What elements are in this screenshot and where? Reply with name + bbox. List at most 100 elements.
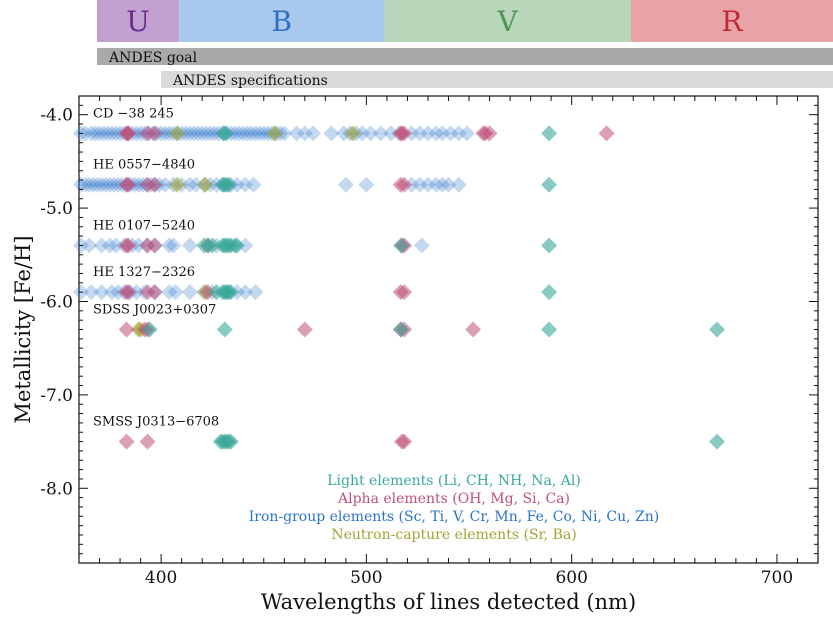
band-label-b: B [271,5,292,38]
alpha-point [120,284,137,301]
light-point [222,433,239,450]
band-label-v: V [496,5,518,38]
iron-point [83,125,100,142]
star-label: HE 1327−2326 [93,265,195,280]
iron-point [130,176,147,193]
iron-point [383,125,400,142]
iron-point [93,284,110,301]
light-point [217,125,234,142]
iron-point [107,125,124,142]
y-tick-label: -4.0 [40,106,73,126]
iron-point [110,284,127,301]
iron-point [95,125,112,142]
iron-point [93,237,110,254]
band-b [179,0,385,42]
iron-point [93,176,110,193]
star-label: CD −38 245 [93,106,174,121]
y-tick-label: -8.0 [40,479,73,499]
iron-point [77,176,94,193]
alpha-point [392,176,409,193]
iron-point [105,176,122,193]
iron-point [354,125,371,142]
iron-point [442,125,459,142]
alpha-point [118,433,135,450]
alpha-point [199,284,216,301]
light-point [229,237,246,254]
ncap-point [197,176,214,193]
light-point [220,176,237,193]
star-label: HE 0107−5240 [93,218,195,233]
alpha-point [146,284,163,301]
iron-point [198,125,215,142]
iron-point [99,125,116,142]
iron-point [188,176,205,193]
iron-point [428,176,445,193]
iron-point [103,284,120,301]
iron-point [110,176,127,193]
y-axis-title: Metallicity [Fe/H] [11,235,35,423]
alpha-point [392,125,409,142]
iron-point [305,125,322,142]
iron-point [177,125,194,142]
iron-point [245,176,262,193]
iron-point [296,125,313,142]
band-u [97,0,180,42]
iron-point [413,237,430,254]
iron-point [101,176,118,193]
alpha-point [146,237,163,254]
iron-point [181,237,198,254]
alpha-point [392,284,409,301]
iron-point [181,125,198,142]
ncap-point [169,176,186,193]
legend-entry: Light elements (Li, CH, NH, Na, Al) [327,473,581,489]
iron-point [87,125,104,142]
iron-point [372,125,389,142]
iron-point [235,125,252,142]
ncap-point [169,125,186,142]
light-point [541,176,558,193]
coverage-bar-0 [97,48,833,65]
iron-point [251,125,268,142]
x-tick-label: 600 [555,568,587,588]
light-point [216,321,233,338]
iron-point [227,125,244,142]
iron-point [450,125,467,142]
iron-point [247,125,264,142]
iron-point [434,125,451,142]
iron-point [107,237,124,254]
light-point [541,284,558,301]
iron-point [89,176,106,193]
iron-point [194,125,211,142]
iron-point [103,125,120,142]
iron-point [85,176,102,193]
iron-point [97,176,114,193]
iron-point [255,125,272,142]
data-points [73,125,726,450]
iron-point [337,176,354,193]
iron-point [237,176,254,193]
iron-point [428,125,445,142]
iron-point [83,284,100,301]
iron-point [130,237,147,254]
star-label: SDSS J0023+0307 [93,303,216,318]
iron-point [128,284,145,301]
legend-entry: Alpha elements (OH, Mg, Si, Ca) [337,491,570,507]
iron-point [434,176,451,193]
band-label-u: U [126,5,150,38]
alpha-point [120,237,137,254]
iron-point [81,237,98,254]
star-label: SMSS J0313−6708 [93,415,219,430]
light-point [709,321,726,338]
iron-point [91,125,108,142]
iron-point [181,284,198,301]
plot-area: 400 500 600 700 -4.0 -5.0 -6.0 -7.0 -8.0 CD −38 … [40,95,819,588]
alpha-point [139,433,156,450]
light-point [393,237,410,254]
iron-point [206,125,223,142]
iron-point [239,125,256,142]
alpha-point [296,321,313,338]
star-labels: CD −38 245 HE 0557−4840 HE 0107−5240 HE 132… [93,106,219,429]
light-point [541,125,558,142]
x-tick-label: 700 [761,568,793,588]
